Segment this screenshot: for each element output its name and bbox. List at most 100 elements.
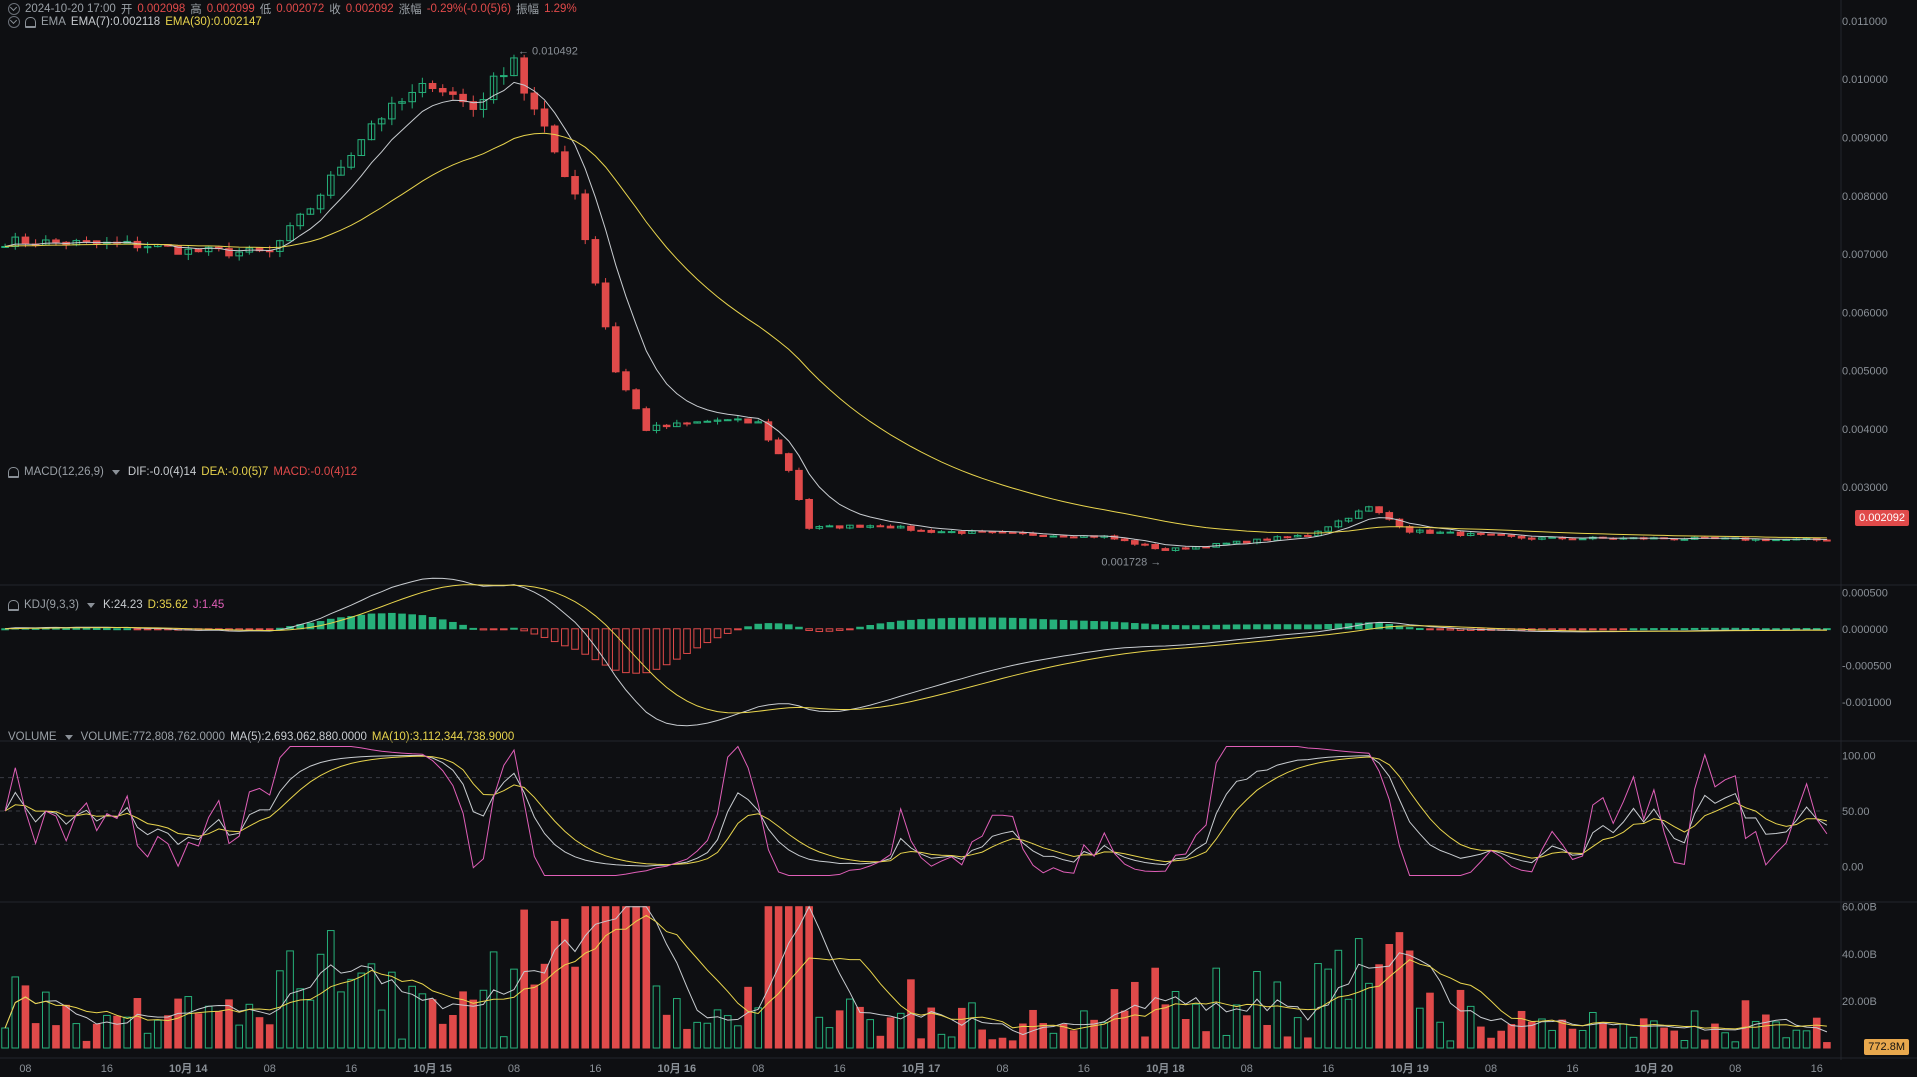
candle-body [1680, 538, 1689, 541]
candle-body [957, 531, 966, 534]
chevron-down-icon[interactable] [64, 734, 73, 740]
candle-body [713, 419, 722, 422]
macd-name[interactable]: MACD(12,26,9) [24, 466, 104, 478]
volume-bar [1700, 1039, 1709, 1049]
macd-bar [754, 623, 763, 630]
bell-icon[interactable] [8, 599, 19, 611]
volume-bar [1538, 1018, 1546, 1049]
kdj-k: K:24.23 [102, 599, 143, 611]
volume-bar [1273, 981, 1282, 1049]
macd-bar [438, 619, 447, 630]
macd-bar [1578, 628, 1587, 631]
volume-axis-label: 20.00B [1842, 996, 1877, 1008]
collapse-icon[interactable] [8, 16, 20, 28]
candle-body [1029, 532, 1037, 536]
volume-bar [1639, 1018, 1648, 1049]
candle-body [1059, 535, 1068, 538]
macd-bar [1700, 627, 1709, 630]
macd-bar [1660, 628, 1668, 631]
candle-body [1293, 534, 1302, 538]
price-axis-label: 0.009000 [1842, 132, 1888, 144]
macd-bar [398, 613, 406, 630]
time-axis-label: 08 [1729, 1063, 1741, 1075]
volume-bar [917, 1038, 925, 1049]
volume-bar [215, 1011, 223, 1049]
macd-bar [265, 628, 274, 631]
macd-axis-label: -0.000500 [1842, 660, 1892, 672]
candle-body [489, 75, 498, 101]
candle-body [1487, 533, 1495, 536]
macd-bar [1415, 628, 1424, 631]
volume-bar [1629, 1036, 1638, 1049]
time-axis-label: 16 [1566, 1063, 1578, 1075]
macd-bar [744, 626, 752, 630]
macd-bar [1141, 623, 1149, 630]
datetime: 2024-10-20 17:00 [25, 3, 116, 15]
amplitude-value: 1.29% [544, 3, 577, 15]
candle-body [1008, 531, 1017, 534]
volume-bar [1670, 1030, 1679, 1049]
macd-bar [1029, 618, 1037, 630]
macd-bar [1446, 628, 1455, 631]
macd-bar [377, 613, 386, 630]
candle-body [1242, 540, 1251, 544]
macd-bar [957, 617, 966, 630]
macd-bar [1161, 624, 1170, 630]
ema-name[interactable]: EMA [41, 16, 66, 28]
ema30-line [5, 132, 1827, 539]
bell-icon[interactable] [8, 466, 19, 478]
kdj-name[interactable]: KDJ(9,3,3) [24, 599, 79, 611]
macd-bar [1080, 620, 1088, 630]
macd-bar [1599, 628, 1607, 631]
macd-bar [306, 622, 315, 630]
candle-body [1385, 512, 1394, 520]
macd-bar [846, 628, 854, 631]
collapse-icon[interactable] [8, 3, 20, 15]
change-value: -0.29%(-0.0(5)6) [426, 3, 512, 15]
candle-body [1517, 535, 1526, 539]
candle-body [1324, 526, 1333, 532]
macd-bar [347, 616, 355, 630]
chevron-down-icon[interactable] [86, 602, 95, 608]
macd-bar [1304, 624, 1312, 630]
candle-body [408, 91, 417, 103]
volume-bar [1456, 989, 1465, 1049]
volume-bar [601, 906, 610, 1049]
candle-body [1365, 506, 1373, 512]
volume-bar [540, 963, 549, 1049]
volume-bar [1415, 1007, 1424, 1049]
open-label: 开 [120, 4, 133, 16]
price-tag: 0.002092 [1855, 510, 1909, 526]
candle-body [723, 419, 732, 422]
macd-bar [428, 616, 437, 630]
kdj-axis-label: 0.00 [1842, 862, 1863, 874]
candle-body [1466, 532, 1475, 536]
macd-bar [1242, 624, 1251, 630]
macd-bar [1120, 622, 1129, 630]
macd-bar [1792, 628, 1801, 631]
candle-body [927, 529, 936, 533]
bell-icon[interactable] [25, 16, 36, 28]
candle-body [1578, 538, 1587, 541]
macd-bar [825, 628, 834, 632]
volume-bar [652, 985, 661, 1049]
volume-bar [286, 950, 294, 1049]
macd-bar [499, 628, 508, 631]
candle-body [388, 102, 396, 120]
volume-bar [1568, 1028, 1577, 1049]
candle-body [601, 282, 610, 328]
volume-bar [1314, 963, 1322, 1049]
volume-bar [204, 1005, 213, 1049]
candle-body [174, 245, 182, 255]
chevron-down-icon[interactable] [111, 469, 120, 475]
volume-bar [316, 953, 325, 1049]
macd-bar [479, 628, 488, 631]
volume-bar [1283, 1036, 1292, 1049]
macd-bar [1639, 628, 1648, 631]
volume-bar [713, 1009, 722, 1049]
candle-body [1151, 544, 1159, 550]
low-value: 0.002072 [276, 3, 325, 15]
candle-body [784, 453, 793, 471]
volume-name[interactable]: VOLUME [8, 731, 57, 743]
